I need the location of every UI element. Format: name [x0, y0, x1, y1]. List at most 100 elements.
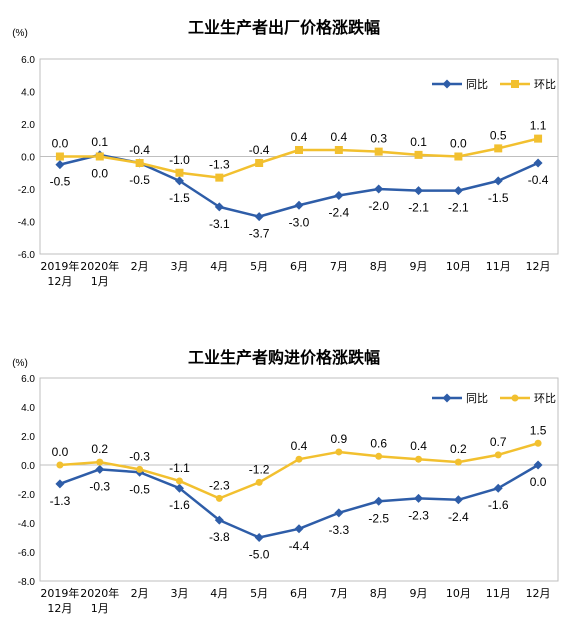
data-point: [375, 452, 383, 460]
y-tick-label: -6.0: [18, 250, 36, 261]
y-tick-label: 4.0: [21, 403, 35, 414]
data-point: [295, 455, 303, 463]
data-label: -2.4: [448, 510, 469, 524]
x-tick-label: 2019年: [40, 259, 79, 273]
y-tick-label: 4.0: [21, 88, 35, 99]
data-point: [374, 496, 384, 506]
x-tick-label: 12月: [47, 602, 72, 615]
data-point: [334, 146, 343, 154]
data-label: 0.0: [91, 167, 108, 181]
data-point: [414, 150, 423, 159]
data-point: [493, 483, 503, 493]
chart-ppi-ex-factory: 工业生产者出厂价格涨跌幅 (%) 6.0 4.0 2.0 0.0 -2.0 -4.0 -6.0…: [12, 18, 559, 288]
data-point: [215, 494, 223, 502]
x-tick-label: 9月: [410, 260, 428, 273]
data-point: [534, 134, 543, 143]
data-label: -3.8: [209, 530, 230, 544]
x-tick-label: 4月: [210, 587, 228, 600]
data-label: 1.5: [530, 423, 547, 437]
data-point: [494, 451, 502, 459]
x-tick-label: 5月: [250, 587, 268, 600]
x-tick-label: 6月: [290, 587, 308, 600]
data-point: [534, 439, 542, 447]
y-tick-label: -2.0: [18, 185, 36, 196]
data-label: -0.5: [50, 175, 71, 189]
data-label: -4.4: [289, 539, 310, 553]
data-point: [136, 465, 144, 473]
data-point: [374, 184, 384, 194]
data-label: -0.3: [129, 449, 150, 463]
data-point: [255, 159, 264, 167]
data-label: -1.5: [169, 191, 190, 205]
data-label: -3.0: [289, 215, 310, 229]
data-label: -2.5: [368, 511, 389, 525]
data-label: 0.4: [331, 130, 348, 144]
x-tick-label: 7月: [330, 587, 348, 600]
data-point: [55, 160, 65, 170]
y-axis-label: (%): [12, 358, 28, 369]
data-label: -1.2: [249, 462, 270, 476]
data-point: [453, 186, 463, 196]
legend-label: 环比: [534, 392, 556, 405]
data-point: [294, 200, 304, 210]
data-label: 0.7: [490, 435, 507, 449]
data-label: 0.2: [450, 442, 467, 456]
data-label: -2.4: [329, 206, 350, 220]
chart-ppi-purchase: 工业生产者购进价格涨跌幅 (%) 6.0 4.0 2.0 0.0 -2.0 -4.0 -6.0…: [0, 318, 568, 630]
data-point: [335, 448, 343, 456]
legend-marker: [511, 80, 519, 88]
chart-ppi-purchase-plot: (%) 6.0 4.0 2.0 0.0 -2.0 -4.0 -6.0 -8.0 2019年 12月 2…: [12, 358, 559, 615]
data-point: [533, 158, 543, 168]
data-label: 0.0: [530, 475, 547, 489]
data-point: [494, 144, 503, 153]
data-label: 0.9: [331, 432, 348, 446]
data-label: -2.1: [448, 201, 469, 215]
data-label: 0.0: [52, 137, 69, 151]
data-point: [454, 458, 462, 466]
data-point: [56, 461, 64, 469]
data-label: -1.6: [488, 498, 509, 512]
data-label: 0.0: [450, 137, 467, 151]
data-point: [254, 533, 264, 542]
data-label: 0.0: [52, 445, 69, 459]
data-point: [294, 524, 304, 534]
legend-label: 环比: [534, 78, 556, 91]
x-tick-label: 3月: [170, 587, 188, 600]
chart-title: 工业生产者购进价格涨跌幅: [187, 348, 380, 367]
data-label: -0.5: [129, 173, 150, 187]
data-point: [493, 176, 503, 186]
x-tick-label: 2月: [131, 260, 149, 273]
data-label: 0.6: [370, 436, 387, 450]
data-label: -1.3: [209, 158, 230, 172]
data-label: -0.3: [89, 479, 110, 493]
data-label: 0.3: [370, 132, 387, 146]
data-point: [334, 191, 344, 200]
data-point: [295, 146, 303, 154]
data-label: 1.1: [530, 119, 547, 133]
x-tick-label: 8月: [370, 587, 388, 600]
x-tick-label: 8月: [370, 260, 388, 273]
data-label: 0.4: [291, 439, 308, 453]
data-point: [414, 186, 424, 196]
data-point: [95, 464, 105, 474]
data-label: -1.3: [50, 494, 71, 508]
data-point: [214, 515, 224, 525]
data-label: 0.4: [410, 439, 427, 453]
data-label: -3.3: [329, 523, 350, 537]
data-label: -3.7: [249, 227, 270, 241]
legend-marker: [511, 394, 519, 402]
data-label: -1.5: [488, 191, 509, 205]
x-tick-label: 5月: [250, 260, 268, 273]
data-point: [175, 168, 184, 177]
data-point: [174, 483, 184, 493]
data-label: -3.1: [209, 217, 230, 231]
data-label: -2.3: [209, 478, 230, 492]
y-tick-label: -6.0: [18, 548, 36, 559]
chart-title: 工业生产者出厂价格涨跌幅: [187, 18, 380, 37]
y-tick-label: -4.0: [18, 519, 36, 530]
data-label: -1.0: [169, 153, 190, 167]
legend-marker: [442, 393, 452, 403]
legend-label: 同比: [466, 392, 488, 405]
data-label: 0.4: [291, 130, 308, 144]
x-tick-label: 4月: [210, 260, 228, 273]
